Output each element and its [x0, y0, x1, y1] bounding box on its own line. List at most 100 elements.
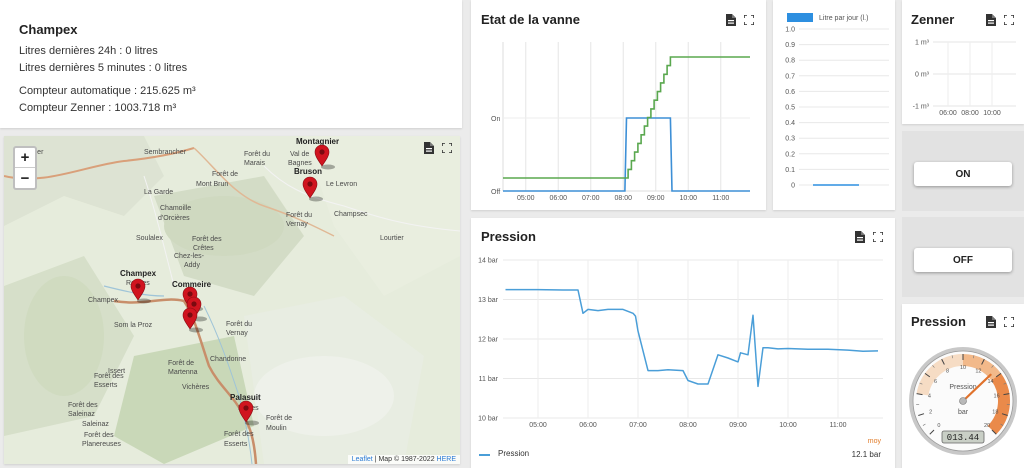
map-marker-pin[interactable] [130, 278, 151, 304]
gauge-tick-label: 2 [929, 410, 932, 416]
gauge-tick [1001, 413, 1008, 416]
map-place-label: Chamoille [160, 205, 191, 212]
litre-card: Litre par jour (l.) 1.0 0.9 0.8 0.7 0.6 0.5 0.4… [773, 0, 895, 210]
gauge-readout-box [941, 430, 985, 444]
vanne-y-tick-label: Off [491, 189, 500, 196]
vanne-x-tick-label: 08:00 [614, 195, 632, 202]
gauge-minor-tick [922, 423, 926, 426]
map-place-label: Bruson [294, 167, 322, 176]
litre-legend-swatch[interactable] [787, 13, 813, 22]
map-place-label: Addy [184, 262, 200, 269]
map-place-label: Bagnes [288, 160, 312, 167]
off-button[interactable]: OFF [914, 248, 1012, 272]
legend-stat-label: moy [867, 438, 881, 445]
gauge-tick [981, 358, 985, 365]
litre-y-tick-label: 0.6 [785, 89, 795, 96]
gauge-readout: 013.44 [947, 433, 979, 443]
gauge-tick-label: 8 [946, 369, 949, 375]
export-document-icon[interactable] [726, 14, 736, 26]
pression-x-tick-label: 11:00 [830, 422, 847, 429]
map-marker-pin[interactable] [238, 400, 259, 426]
map-place-label: Issert [108, 368, 125, 375]
map-place-label: Marais [244, 160, 266, 167]
map-place-label: Montagnier [296, 137, 339, 146]
on-button[interactable]: ON [914, 162, 1012, 186]
pression-card: Pression 14 bar 13 bar 12 bar 11 bar 10 bar 0… [471, 218, 895, 468]
vanne-y-tick-label: On [491, 116, 500, 123]
pression-y-tick-label: 11 bar [479, 376, 499, 383]
zoom-control[interactable]: + − [13, 146, 37, 190]
map-tiles[interactable]: yernierSembrancherMontagnierVal deBagnes… [4, 136, 460, 464]
vanne-title: Etat de la vanne [481, 12, 580, 27]
vanne-x-tick-label: 09:00 [647, 195, 665, 202]
map-place-label: Esserts [94, 382, 118, 389]
gauge-card: Pression 0 2 4 6 8 10 12 14 16 18 20 Pression bar 013… [902, 304, 1024, 468]
map-place-label: Champex [88, 297, 118, 304]
map-place-label: Forêt du [226, 321, 252, 328]
map-place-label: La Garde [144, 189, 173, 196]
map-marker-pin[interactable] [302, 176, 323, 202]
map-marker-pin[interactable] [182, 307, 203, 333]
gauge-tick-label: 12 [975, 369, 981, 375]
gauge-minor-tick [1003, 382, 1007, 385]
site-title: Champex [19, 22, 78, 37]
pression-chart: 14 bar 13 bar 12 bar 11 bar 10 bar 05:00 06:00… [478, 258, 883, 429]
fullscreen-icon[interactable] [442, 143, 452, 153]
pression-toolbar [855, 231, 883, 243]
pression-x-tick-label: 08:00 [679, 422, 697, 429]
legend-series-label[interactable]: Pression [498, 449, 530, 458]
here-link[interactable]: HERE [436, 456, 456, 463]
pression-series-line [505, 288, 879, 388]
map-place-label: Martenna [168, 369, 198, 376]
info-card: Champex Litres dernières 24h : 0 litres … [0, 0, 462, 128]
map-place-label: Forêt de [168, 360, 194, 367]
legend-stat-value: 12.1 bar [851, 450, 881, 459]
map-place-label: Forêt des [192, 236, 222, 243]
gauge-title: Pression [911, 314, 966, 329]
gauge-hub [959, 397, 967, 405]
zoom-in-button[interactable]: + [15, 148, 35, 168]
export-document-icon[interactable] [855, 231, 865, 243]
compteur-zenner: Compteur Zenner : 1003.718 m³ [19, 102, 177, 114]
litre-legend-label: Litre par jour (l.) [819, 15, 868, 22]
map-place-label: Planereuses [82, 441, 121, 448]
map-place-label: Som la Proz [114, 322, 153, 329]
leaflet-link[interactable]: Leaflet [351, 456, 373, 463]
map-place-label: Vernay [286, 221, 308, 228]
zoom-out-button[interactable]: − [20, 169, 30, 187]
gauge-tick-label: 18 [992, 410, 998, 416]
gauge-tick [916, 393, 923, 396]
pression-x-tick-label: 05:00 [529, 422, 547, 429]
map-place-label: d'Orcières [158, 215, 190, 222]
map-place-label: Moulin [266, 425, 287, 432]
export-document-icon[interactable] [424, 142, 434, 154]
zenner-title: Zenner [911, 12, 955, 27]
map-place-label: Champex [120, 269, 157, 278]
map-place-label: Val de [290, 151, 309, 158]
export-document-icon[interactable] [986, 14, 996, 26]
pression-x-tick-label: 06:00 [579, 422, 597, 429]
gauge-unit: bar [958, 409, 969, 416]
gauge-minor-tick [951, 355, 954, 359]
export-document-icon[interactable] [986, 316, 996, 328]
vanne-x-tick-label: 06:00 [549, 195, 567, 202]
legend-series-swatch [479, 454, 490, 456]
map-place-label: Forêt des [94, 373, 124, 380]
gauge-tick-label: 0 [937, 423, 940, 429]
gauge-toolbar [986, 316, 1014, 328]
gauge-tick-label: 20 [984, 423, 990, 429]
vanne-state-line [503, 117, 750, 192]
vanne-card: Etat de la vanne 05:00 06:00 07:00 08:00 09:… [471, 0, 766, 210]
map-place-label: Forêt de [266, 415, 292, 422]
map-card[interactable]: yernierSembrancherMontagnierVal deBagnes… [4, 136, 460, 464]
map-attribution: Leaflet | Map © 1987-2022 HERE [347, 455, 460, 464]
gauge-color-band [962, 354, 1002, 381]
map-place-label: Commeire [172, 280, 212, 289]
pression-y-tick-label: 10 bar [478, 416, 499, 423]
gauge-minor-tick [1000, 423, 1004, 426]
map-marker-pin[interactable] [314, 144, 335, 170]
zenner-y-tick-label: -1 m³ [913, 104, 930, 111]
pression-y-tick-label: 14 bar [478, 258, 499, 265]
vanne-toolbar [726, 14, 754, 26]
litre-y-tick-label: 0.4 [785, 120, 795, 127]
